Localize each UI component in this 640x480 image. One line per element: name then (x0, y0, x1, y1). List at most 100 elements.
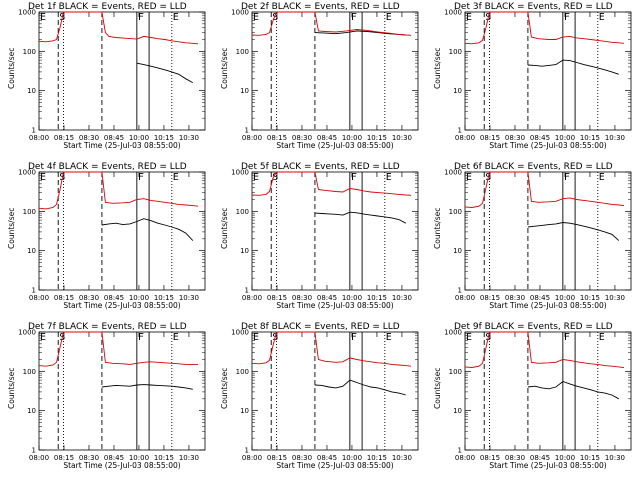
y-tick-label: 10 (240, 247, 249, 255)
x-tick-label: 08:00 (242, 294, 262, 302)
y-tick-label: 1 (458, 127, 462, 135)
plot-frame (38, 331, 206, 451)
y-tick-label: 10 (453, 247, 462, 255)
x-tick-label: 08:45 (530, 134, 550, 142)
y-tick-label: 100 (23, 208, 36, 216)
x-tick-label: 08:45 (530, 454, 550, 462)
x-tick-label: 08:15 (480, 294, 500, 302)
x-axis-label: Start Time (25-Jul-03 08:55:00) (63, 141, 180, 150)
events-series-line (527, 222, 620, 241)
x-tick-label: 08:00 (242, 454, 262, 462)
y-tick-label: 100 (23, 368, 36, 376)
phase-marker: E (173, 12, 179, 23)
x-tick-label: 10:30 (179, 134, 199, 142)
events-series-line (101, 218, 194, 241)
x-axis-label: Start Time (25-Jul-03 08:55:00) (276, 141, 393, 150)
lld-series-line (251, 171, 412, 196)
phase-marker: E (40, 172, 46, 183)
x-tick-label: 10:15 (367, 134, 387, 142)
x-tick-label: 08:00 (455, 454, 475, 462)
x-tick-label: 08:00 (455, 294, 475, 302)
y-tick-label: 10 (240, 87, 249, 95)
events-series-line (314, 379, 406, 396)
x-tick-label: 08:15 (480, 454, 500, 462)
lld-series-line (464, 11, 625, 45)
y-tick-label: 100 (449, 368, 462, 376)
phase-marker: E (599, 172, 605, 183)
chart-title: Det 6f BLACK = Events, RED = LLD (454, 162, 613, 172)
plot-frame (251, 11, 419, 131)
y-tick-label: 1000 (444, 169, 462, 177)
chart-title: Det 1f BLACK = Events, RED = LLD (28, 2, 187, 12)
x-tick-label: 10:15 (154, 454, 174, 462)
y-axis-label: Counts/sec (7, 208, 16, 249)
x-tick-label: 10:00 (342, 454, 362, 462)
x-axis-label: Start Time (25-Jul-03 08:55:00) (63, 461, 180, 470)
detector-chart: Det 5f BLACK = Events, RED = LLD Counts/s… (220, 162, 419, 310)
plot-frame (464, 331, 632, 451)
y-tick-label: 1000 (18, 329, 36, 337)
chart-title: Det 8f BLACK = Events, RED = LLD (241, 322, 400, 332)
plot-frame (464, 11, 632, 131)
x-axis-label: Start Time (25-Jul-03 08:55:00) (276, 301, 393, 310)
phase-marker: E (386, 12, 392, 23)
x-tick-label: 10:30 (605, 294, 625, 302)
plot-frame (251, 331, 419, 451)
x-axis-label: Start Time (25-Jul-03 08:55:00) (489, 141, 606, 150)
plot-frame (464, 171, 632, 291)
events-series-line (314, 211, 407, 224)
y-tick-label: 1 (32, 127, 36, 135)
x-tick-label: 08:30 (292, 134, 312, 142)
x-tick-label: 10:30 (605, 134, 625, 142)
detector-chart: Det 8f BLACK = Events, RED = LLD Counts/s… (220, 322, 419, 470)
x-tick-label: 08:30 (79, 294, 99, 302)
detector-panel: Det 5f BLACK = Events, RED = LLD Counts/s… (215, 160, 428, 320)
phase-marker: F (138, 172, 144, 183)
y-tick-label: 10 (27, 407, 36, 415)
x-tick-label: 08:30 (505, 294, 525, 302)
x-axis-label: Start Time (25-Jul-03 08:55:00) (489, 301, 606, 310)
x-tick-label: 08:00 (455, 134, 475, 142)
events-series-line (527, 380, 620, 400)
x-tick-label: 08:15 (267, 454, 287, 462)
x-tick-label: 08:45 (317, 134, 337, 142)
lld-series-line (464, 171, 625, 208)
chart-title: Det 7f BLACK = Events, RED = LLD (28, 322, 187, 332)
x-tick-label: 08:45 (104, 454, 124, 462)
phase-marker: E (599, 12, 605, 23)
y-tick-label: 1 (32, 447, 36, 455)
y-axis-label: Counts/sec (7, 368, 16, 409)
x-tick-label: 10:15 (580, 134, 600, 142)
y-tick-label: 1 (458, 287, 462, 295)
phase-marker: F (138, 12, 144, 23)
phase-marker: E (386, 332, 392, 343)
y-tick-label: 1000 (231, 9, 249, 17)
x-tick-label: 08:15 (267, 294, 287, 302)
x-tick-label: 08:00 (242, 134, 262, 142)
x-tick-label: 08:15 (54, 454, 74, 462)
x-tick-label: 10:30 (392, 454, 412, 462)
y-axis-label: Counts/sec (433, 208, 442, 249)
x-tick-label: 10:15 (580, 454, 600, 462)
phase-marker: F (564, 12, 570, 23)
phase-marker: E (253, 12, 259, 23)
x-tick-label: 10:15 (154, 294, 174, 302)
x-tick-label: 10:30 (605, 454, 625, 462)
phase-marker: F (351, 332, 357, 343)
y-tick-label: 10 (240, 407, 249, 415)
phase-marker: F (564, 172, 570, 183)
x-tick-label: 08:15 (54, 294, 74, 302)
x-tick-label: 08:30 (292, 454, 312, 462)
x-tick-label: 08:45 (104, 134, 124, 142)
y-tick-label: 10 (27, 247, 36, 255)
x-tick-label: 10:00 (342, 134, 362, 142)
y-tick-label: 100 (449, 208, 462, 216)
y-tick-label: 1000 (444, 9, 462, 17)
y-tick-label: 10 (453, 407, 462, 415)
phase-marker: E (253, 172, 259, 183)
lld-series-line (251, 331, 412, 367)
x-tick-label: 08:45 (104, 294, 124, 302)
y-axis-label: Counts/sec (7, 48, 16, 89)
x-tick-label: 10:30 (179, 454, 199, 462)
